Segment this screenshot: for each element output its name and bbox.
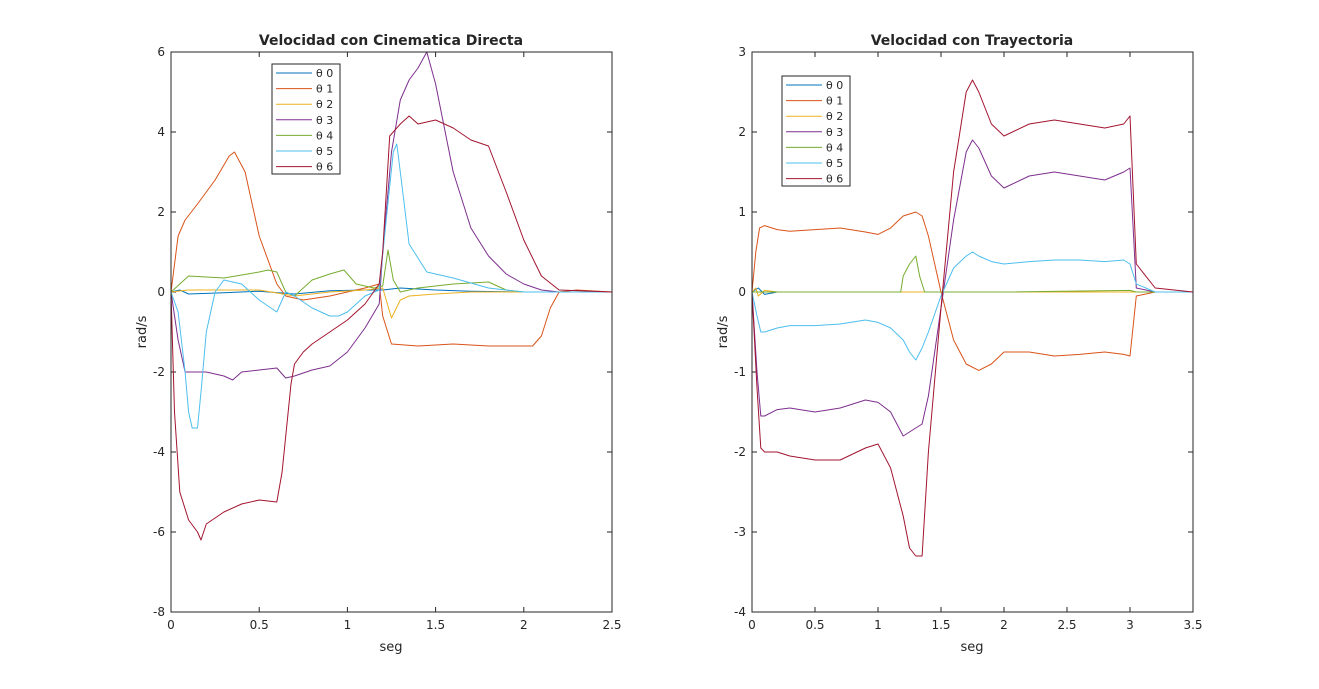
tick-group: 0 0.5 1 1.5 2 2.5 -8 -6 -4 -2 0 2 4 6 xyxy=(153,45,622,632)
y-tick-label: 6 xyxy=(157,45,165,59)
x-axis-label: seg xyxy=(960,640,983,655)
series-line-theta-6 xyxy=(170,115,613,541)
y-tick-label: -6 xyxy=(153,525,165,539)
y-tick-label: -2 xyxy=(734,445,746,459)
series-line-theta-0 xyxy=(170,287,612,295)
y-tick-label: 0 xyxy=(157,285,165,299)
y-tick-label: 2 xyxy=(157,205,165,219)
legend-label-theta-2: θ 2 xyxy=(826,110,843,123)
y-tick-label: 2 xyxy=(738,125,746,139)
legend: θ 0 θ 1 θ 2 θ 3 θ 4 θ 5 θ 6 xyxy=(781,75,851,187)
x-tick-label: 2.5 xyxy=(602,618,621,632)
x-tick-label: 2 xyxy=(1000,618,1008,632)
chart-trayectoria: Velocidad con Trayectoria seg rad/s 0 0.5… xyxy=(716,33,1203,655)
y-tick-label: -4 xyxy=(153,445,165,459)
series-line-theta-1 xyxy=(170,151,613,347)
legend-label-theta-3: θ 3 xyxy=(826,126,843,139)
x-tick-label: 2.5 xyxy=(1057,618,1076,632)
y-tick-label: 4 xyxy=(157,125,165,139)
y-tick-label: -4 xyxy=(734,605,746,619)
x-tick-label: 1.5 xyxy=(426,618,445,632)
series-line-theta-5 xyxy=(170,143,612,429)
chart-title: Velocidad con Trayectoria xyxy=(871,33,1074,49)
legend-label-theta-3: θ 3 xyxy=(316,114,333,127)
y-tick-label: -3 xyxy=(734,525,746,539)
y-tick-label: -8 xyxy=(153,605,165,619)
y-tick-label: 3 xyxy=(738,45,746,59)
series-line-theta-2 xyxy=(170,287,612,319)
series-line-theta-1 xyxy=(751,211,1193,371)
x-tick-label: 0 xyxy=(748,618,756,632)
x-tick-label: 0.5 xyxy=(805,618,824,632)
y-tick-label: 0 xyxy=(738,285,746,299)
legend-label-theta-6: θ 6 xyxy=(316,161,333,174)
y-tick-label: -2 xyxy=(153,365,165,379)
series-line-theta-5 xyxy=(751,251,1193,361)
x-tick-label: 3 xyxy=(1126,618,1134,632)
y-tick-label: -1 xyxy=(734,365,746,379)
chart-title: Velocidad con Cinematica Directa xyxy=(259,33,523,49)
series-lines xyxy=(751,79,1194,557)
plot-frame xyxy=(170,51,613,613)
series-line-theta-3 xyxy=(751,139,1193,437)
legend-label-theta-0: θ 0 xyxy=(316,67,333,80)
series-line-theta-4 xyxy=(752,255,1193,293)
legend-label-theta-0: θ 0 xyxy=(826,79,843,92)
series-lines xyxy=(170,51,613,541)
series-line-theta-3 xyxy=(170,51,612,381)
legend-box xyxy=(781,75,851,187)
x-tick-label: 2 xyxy=(520,618,528,632)
x-axis-label: seg xyxy=(379,640,402,655)
x-tick-label: 1.5 xyxy=(931,618,950,632)
x-tick-label: 0.5 xyxy=(250,618,269,632)
legend-label-theta-1: θ 1 xyxy=(826,95,843,108)
plot-frame xyxy=(751,51,1194,613)
chart-cinematica-directa: Velocidad con Cinematica Directa seg rad… xyxy=(135,33,622,655)
legend-label-theta-2: θ 2 xyxy=(316,98,333,111)
series-line-theta-4 xyxy=(170,249,612,297)
legend-label-theta-1: θ 1 xyxy=(316,83,333,96)
y-tick-label: 1 xyxy=(738,205,746,219)
legend-label-theta-4: θ 4 xyxy=(826,141,843,154)
legend-box xyxy=(271,63,341,175)
y-axis-label: rad/s xyxy=(716,315,731,348)
legend-label-theta-5: θ 5 xyxy=(316,145,333,158)
y-axis-label: rad/s xyxy=(135,315,150,348)
x-tick-label: 0 xyxy=(167,618,175,632)
legend-label-theta-4: θ 4 xyxy=(316,129,333,142)
series-line-theta-6 xyxy=(751,79,1194,557)
legend-label-theta-6: θ 6 xyxy=(826,173,843,186)
x-tick-label: 1 xyxy=(344,618,352,632)
legend: θ 0 θ 1 θ 2 θ 3 θ 4 θ 5 θ 6 xyxy=(271,63,341,175)
x-tick-label: 1 xyxy=(874,618,882,632)
legend-label-theta-5: θ 5 xyxy=(826,157,843,170)
x-tick-label: 3.5 xyxy=(1183,618,1202,632)
